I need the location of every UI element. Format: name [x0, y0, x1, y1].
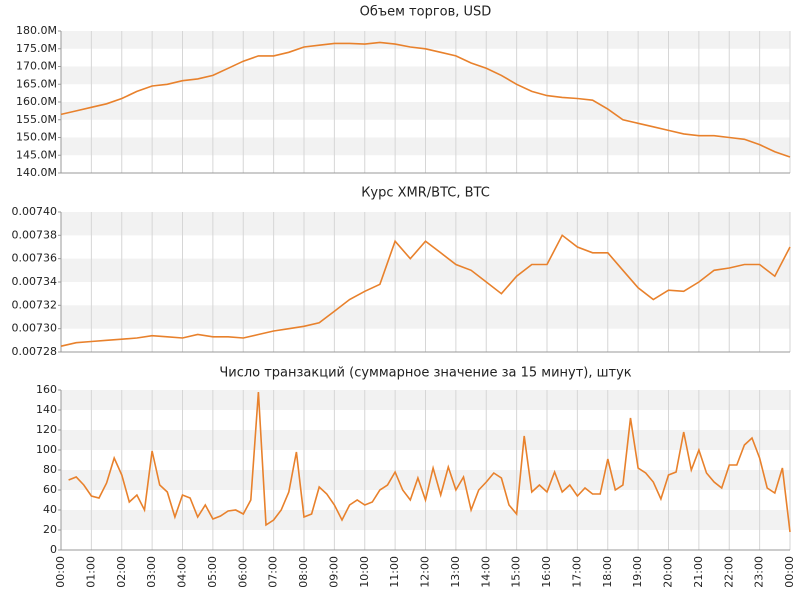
y-tick-label: 175.0M	[16, 42, 57, 55]
y-tick-label: 155.0M	[16, 113, 57, 126]
y-tick-label: 0.00738	[12, 228, 58, 241]
y-tick-label: 180.0M	[16, 24, 57, 37]
y-tick-label: 150.0M	[16, 131, 57, 144]
line	[60, 41, 791, 158]
x-tick-label: 04:00	[176, 556, 189, 588]
y-tick-label: 0.00732	[12, 298, 58, 311]
x-tick-label: 03:00	[145, 556, 158, 588]
chart-title: Число транзакций (суммарное значение за …	[219, 366, 631, 381]
y-tick-label: 170.0M	[16, 60, 57, 73]
x-tick-label: 11:00	[388, 556, 401, 588]
x-tick-label: 16:00	[540, 556, 553, 588]
x-tick-label: 18:00	[601, 556, 614, 588]
y-tick-label: 160.0M	[16, 95, 57, 108]
y-tick-label: 160	[36, 383, 57, 396]
y-tick-label: 80	[43, 463, 57, 476]
y-tick-label: 60	[43, 483, 57, 496]
y-tick-label: 120	[36, 423, 57, 436]
y-tick-label: 20	[43, 523, 57, 536]
x-tick-label: 08:00	[297, 556, 310, 588]
x-tick-label: 10:00	[358, 556, 371, 588]
line	[60, 234, 791, 347]
y-tick-label: 0.00730	[12, 322, 58, 335]
y-tick-label: 145.0M	[16, 148, 57, 161]
x-tick-label: 23:00	[753, 556, 766, 588]
y-tick-label: 100	[36, 443, 57, 456]
x-tick-label: 02:00	[115, 556, 128, 588]
x-tick-label: 05:00	[206, 556, 219, 588]
x-tick-label: 09:00	[327, 556, 340, 588]
y-tick-label: 165.0M	[16, 77, 57, 90]
y-tick-label: 140	[36, 403, 57, 416]
x-tick-label: 06:00	[236, 556, 249, 588]
x-tick-label: 20:00	[662, 556, 675, 588]
x-tick-label: 13:00	[449, 556, 462, 588]
x-tick-label: 17:00	[570, 556, 583, 588]
x-tick-label: 07:00	[267, 556, 280, 588]
y-tick-label: 40	[43, 503, 57, 516]
x-tick-label: 21:00	[692, 556, 705, 588]
y-tick-label: 0	[50, 543, 57, 556]
x-tick-label: 22:00	[722, 556, 735, 588]
chart-title: Объем торгов, USD	[360, 5, 492, 20]
x-tick-label: 00:00	[54, 556, 67, 588]
x-tick-label: 01:00	[84, 556, 97, 588]
y-tick-label: 0.00734	[12, 275, 58, 288]
x-tick-label: 00:00	[783, 556, 796, 588]
y-tick-label: 140.0M	[16, 166, 57, 179]
chart-title: Курс XMR/BTC, BTC	[361, 186, 490, 201]
y-tick-label: 0.00736	[12, 252, 58, 265]
x-tick-label: 12:00	[419, 556, 432, 588]
line	[68, 391, 791, 533]
y-tick-label: 0.00728	[12, 345, 58, 358]
x-tick-label: 14:00	[479, 556, 492, 588]
x-tick-label: 15:00	[510, 556, 523, 588]
y-tick-label: 0.00740	[12, 205, 58, 218]
x-tick-label: 19:00	[631, 556, 644, 588]
